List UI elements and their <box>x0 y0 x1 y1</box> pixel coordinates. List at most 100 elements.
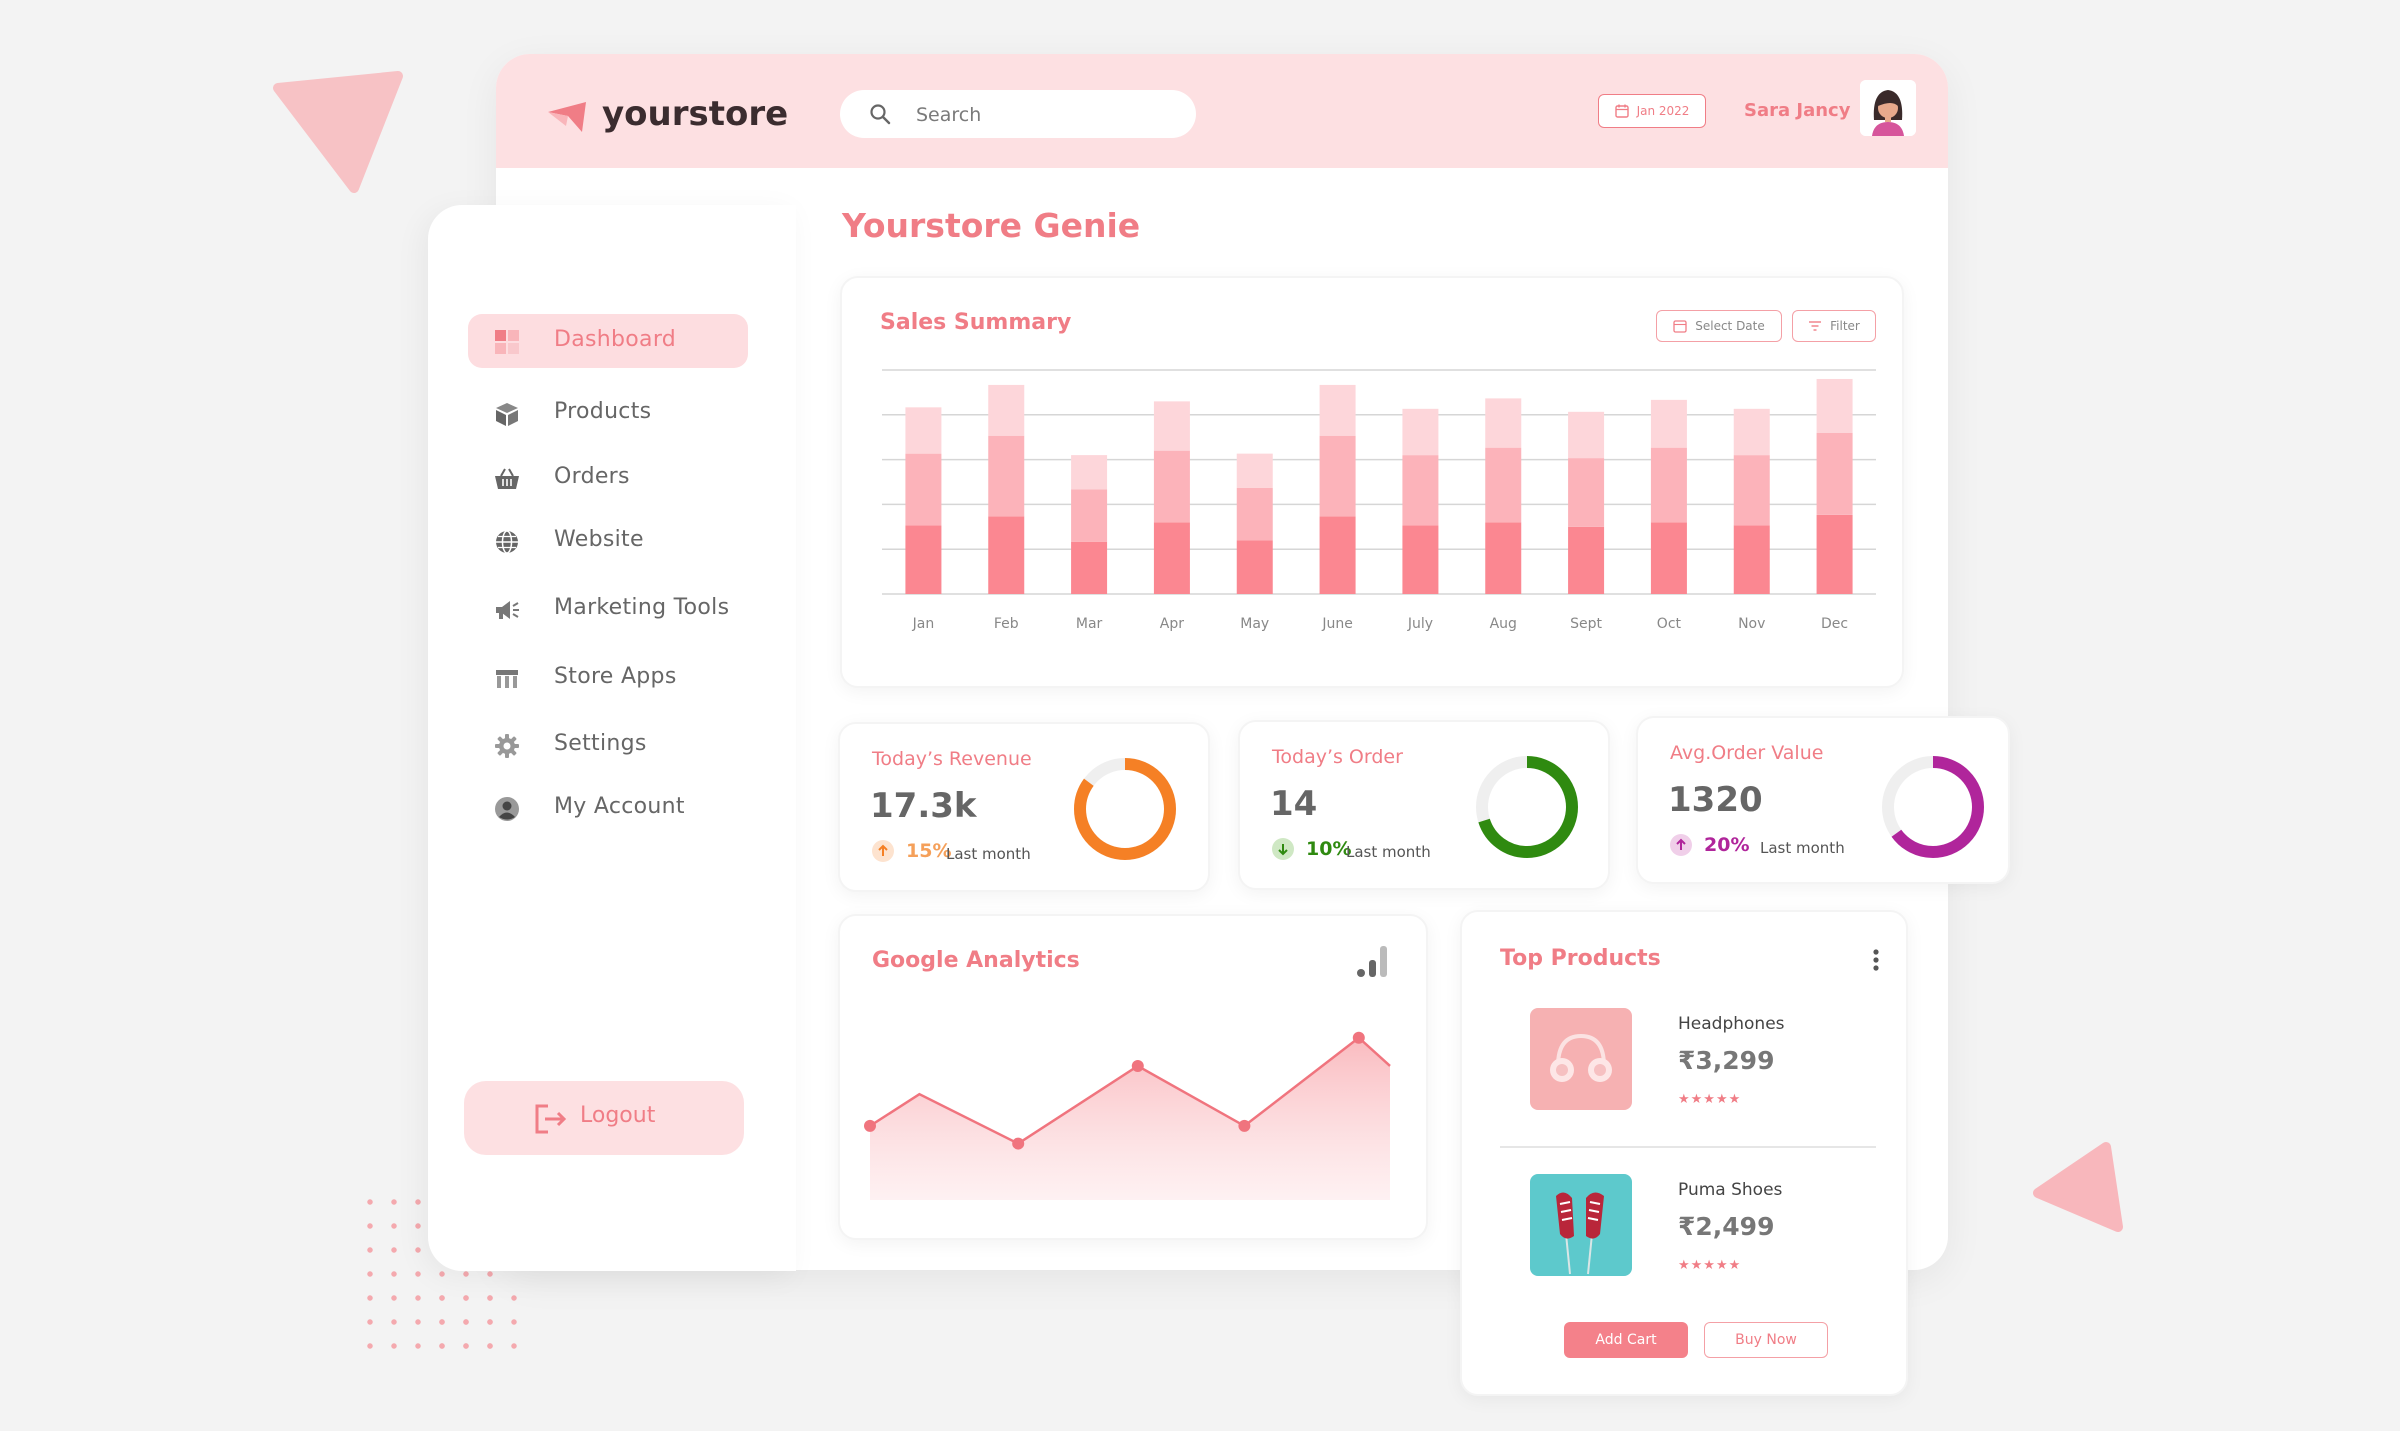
bar-segment[interactable] <box>1568 526 1605 594</box>
puma-shoes-thumbnail[interactable] <box>1530 1174 1632 1276</box>
revenue-donut <box>1074 758 1176 860</box>
donut-arc <box>1882 756 1984 858</box>
avatar[interactable] <box>1860 80 1916 136</box>
add-cart-button[interactable]: Add Cart <box>1564 1322 1688 1358</box>
analytics-point[interactable] <box>864 1119 876 1132</box>
select-date-button[interactable]: Select Date <box>1656 310 1782 342</box>
search-icon <box>870 104 891 125</box>
divider <box>1500 1146 1876 1148</box>
user-name[interactable]: Sara Jancy <box>1744 100 1851 121</box>
sidebar-item-orders[interactable]: Orders <box>468 451 748 505</box>
x-tick-label: Jan <box>912 616 935 632</box>
logout-label: Logout <box>580 1103 656 1128</box>
bar-segment[interactable] <box>1071 541 1108 594</box>
bar-segment[interactable] <box>1733 408 1770 456</box>
bar-segment[interactable] <box>1650 399 1687 448</box>
donut-arc <box>1476 756 1578 858</box>
sidebar: Dashboard Products Orders Website <box>428 205 796 1271</box>
analytics-icon[interactable] <box>1356 944 1390 978</box>
sidebar-item-website[interactable]: Website <box>468 514 748 568</box>
bar-segment[interactable] <box>1733 455 1770 526</box>
sidebar-item-my-account[interactable]: My Account <box>468 781 748 835</box>
revenue-value: 17.3k <box>870 786 977 826</box>
more-options-icon[interactable] <box>1872 948 1880 972</box>
logout-button[interactable]: Logout <box>464 1081 744 1155</box>
filter-button[interactable]: Filter <box>1792 310 1876 342</box>
bar-segment[interactable] <box>1319 384 1356 436</box>
sidebar-item-products[interactable]: Products <box>468 386 748 440</box>
bar-segment[interactable] <box>1153 522 1190 594</box>
revenue-change: 15% <box>906 840 952 862</box>
product-name[interactable]: Headphones <box>1678 1014 1785 1034</box>
sales-summary-card: Sales Summary Select Date Filter Jan Feb M… <box>840 276 1904 688</box>
date-picker[interactable]: Jan 2022 <box>1598 94 1706 128</box>
buy-now-button[interactable]: Buy Now <box>1704 1322 1828 1358</box>
bar-segment[interactable] <box>905 453 942 526</box>
bar-segment[interactable] <box>1568 458 1605 527</box>
bar-segment[interactable] <box>1568 411 1605 459</box>
bar-segment[interactable] <box>1153 450 1190 523</box>
product-price: ₹2,499 <box>1678 1212 1775 1241</box>
top-bar: yourstore Jan 2022 Sara Jancy <box>496 54 1948 168</box>
user-avatar-illustration <box>1860 80 1916 136</box>
bar-segment[interactable] <box>1153 401 1190 451</box>
x-tick-label: Nov <box>1738 616 1765 632</box>
bar-segment[interactable] <box>1650 522 1687 594</box>
sidebar-item-store-apps[interactable]: Store Apps <box>468 651 748 705</box>
analytics-point[interactable] <box>1352 1031 1365 1044</box>
filter-icon <box>1809 321 1822 331</box>
headphones-icon <box>1530 1008 1632 1110</box>
bar-segment[interactable] <box>1236 540 1273 594</box>
headphones-thumbnail[interactable] <box>1530 1008 1632 1110</box>
bar-segment[interactable] <box>1816 432 1853 515</box>
google-analytics-card: Google Analytics <box>838 914 1428 1240</box>
bar-segment[interactable] <box>1402 408 1439 456</box>
triangle-decoration <box>273 71 403 193</box>
arrow-glyph <box>1278 844 1288 856</box>
sales-summary-title: Sales Summary <box>880 310 1072 335</box>
bar-segment[interactable] <box>988 435 1025 517</box>
bar-segment[interactable] <box>905 525 942 594</box>
search-input[interactable] <box>914 90 1178 140</box>
page-title: Yourstore Genie <box>842 206 1141 245</box>
bar-segment[interactable] <box>1816 514 1853 594</box>
analytics-line-chart <box>864 1031 1391 1200</box>
bar-segment[interactable] <box>1319 435 1356 517</box>
bar-segment[interactable] <box>1733 525 1770 594</box>
search-box[interactable] <box>840 90 1196 140</box>
sidebar-item-settings[interactable]: Settings <box>468 718 748 772</box>
sidebar-item-label: Dashboard <box>554 327 677 352</box>
bar-segment[interactable] <box>1485 398 1522 448</box>
bar-segment[interactable] <box>1071 489 1108 542</box>
revenue-card: Today’s Revenue 17.3k 15% Last month <box>838 722 1210 892</box>
sidebar-item-marketing-tools[interactable]: Marketing Tools <box>468 582 748 636</box>
bar-segment[interactable] <box>1485 522 1522 594</box>
product-name[interactable]: Puma Shoes <box>1678 1180 1783 1200</box>
analytics-point[interactable] <box>1131 1059 1144 1072</box>
top-products-card: Top Products Headphones ₹3,299 ★★★★★ Pum… <box>1460 910 1908 1396</box>
revenue-title: Today’s Revenue <box>872 748 1032 770</box>
bar-segment[interactable] <box>1071 455 1108 490</box>
sidebar-item-dashboard[interactable]: Dashboard <box>468 314 748 368</box>
megaphone-icon <box>496 601 519 619</box>
bar-segment[interactable] <box>1402 455 1439 526</box>
bar-segment[interactable] <box>1402 525 1439 594</box>
bar-segment[interactable] <box>988 516 1025 594</box>
analytics-point[interactable] <box>1238 1119 1251 1132</box>
bar-segment[interactable] <box>1236 487 1273 541</box>
bar-segment[interactable] <box>1650 447 1687 523</box>
bar-segment[interactable] <box>1319 516 1356 594</box>
bar-segment[interactable] <box>905 407 942 454</box>
revenue-change-note: Last month <box>946 845 1031 863</box>
brand-name: yourstore <box>602 94 789 134</box>
bar-segment[interactable] <box>988 384 1025 436</box>
sales-bar-chart: Jan Feb Mar Apr May June July Aug Sept Oct Nov Dec <box>882 369 1876 632</box>
bar-segment[interactable] <box>1816 378 1853 433</box>
bar-segment[interactable] <box>1485 447 1522 523</box>
bar-segment[interactable] <box>1236 453 1273 488</box>
x-tick-label: Feb <box>994 616 1019 632</box>
orders-change: 10% <box>1306 838 1352 860</box>
sidebar-item-label: Website <box>554 527 644 552</box>
analytics-point[interactable] <box>1012 1137 1025 1150</box>
analytics-area <box>870 1037 1390 1200</box>
